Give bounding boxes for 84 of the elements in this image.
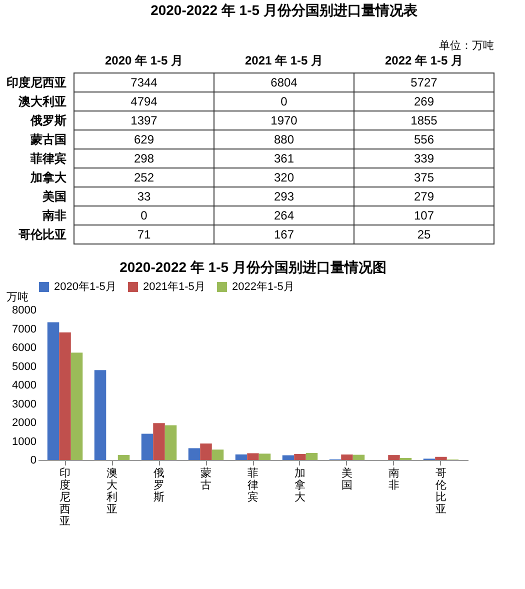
bar [282, 455, 294, 460]
x-tick-label: 哥伦比亚 [435, 468, 446, 516]
y-tick-label: 1000 [12, 436, 36, 448]
legend-label: 2021年1-5月 [143, 281, 206, 293]
y-axis-title: 万吨 [6, 290, 28, 304]
data-label: 629 [134, 132, 154, 146]
data-label: 1970 [270, 114, 298, 128]
chart-title: 2020-2022 年 1-5 月份分国别进口量情况图 [120, 259, 386, 275]
y-tick-label: 7000 [12, 323, 36, 336]
legend-label: 2022年1-5月 [232, 281, 294, 293]
data-label: 361 [274, 152, 294, 166]
y-tick-label: 南非 [42, 208, 66, 222]
y-tick-label: 2000 [12, 417, 36, 429]
data-label: 6804 [270, 76, 298, 90]
bar [294, 454, 306, 460]
bar [352, 454, 365, 460]
data-label: 33 [137, 190, 151, 204]
data-label: 269 [414, 94, 434, 108]
bar [94, 370, 106, 460]
x-tick-label: 2022 年 1-5 月 [384, 54, 464, 68]
bar [141, 434, 154, 460]
bar [164, 425, 177, 460]
bar [306, 452, 318, 460]
y-tick-label: 加拿大 [30, 170, 68, 184]
data-label: 339 [414, 152, 434, 166]
x-tick-label: 菲律宾 [248, 466, 258, 504]
y-tick-label: 哥伦比亚 [18, 228, 66, 242]
x-tick-label: 美国 [341, 466, 352, 492]
data-label: 7344 [130, 76, 158, 90]
bar [435, 456, 447, 460]
bar [118, 454, 130, 460]
data-label: 375 [414, 170, 434, 184]
x-tick-label: 加拿大 [294, 466, 306, 504]
data-label: 279 [414, 190, 434, 204]
y-tick-label: 3000 [12, 398, 36, 410]
data-label: 298 [134, 152, 154, 166]
y-tick-label: 8000 [12, 304, 36, 316]
bar [47, 322, 60, 460]
y-tick-label: 5000 [12, 360, 36, 373]
y-tick-label: 澳大利亚 [18, 94, 66, 108]
data-label: 5727 [410, 76, 438, 90]
data-label: 1855 [410, 114, 438, 128]
bar [247, 453, 259, 460]
x-tick-label: 俄罗斯 [154, 468, 165, 504]
bar [153, 423, 165, 460]
x-tick-label: 2020 年 1-5 月 [104, 54, 184, 68]
bar [70, 352, 83, 460]
bar [212, 450, 224, 460]
bar [258, 454, 271, 460]
x-tick-label: 蒙古 [200, 466, 212, 492]
y-tick-label: 6000 [12, 342, 36, 354]
text: 单位：万吨 [439, 39, 494, 52]
y-tick-label: 0 [30, 454, 36, 466]
data-label: 0 [140, 208, 148, 222]
data-label: 880 [274, 132, 294, 146]
data-label: 167 [274, 228, 294, 242]
data-label: 264 [274, 208, 294, 222]
data-label: 252 [134, 170, 154, 184]
y-tick-label: 蒙古国 [30, 132, 66, 146]
data-label: 25 [417, 228, 431, 242]
data-label: 293 [274, 190, 294, 204]
data-label: 107 [414, 208, 434, 222]
chart-title: 2020-2022 年 1-5 月份分国别进口量情况表 [150, 2, 418, 18]
data-label: 71 [137, 228, 151, 242]
bar [188, 448, 200, 460]
y-tick-label: 4000 [12, 380, 36, 392]
bar [235, 454, 248, 460]
y-tick-label: 俄罗斯 [30, 114, 66, 128]
legend-label: 2020年1-5月 [54, 281, 116, 293]
y-tick-label: 菲律宾 [30, 152, 66, 166]
x-tick-label: 2021 年 1-5 月 [244, 54, 324, 68]
y-tick-label: 美国 [42, 190, 66, 204]
bar [388, 455, 400, 460]
data-label: 1397 [130, 114, 158, 128]
x-tick-label: 南非 [388, 466, 400, 492]
x-tick-label: 澳大利亚 [106, 468, 118, 516]
data-label: 0 [280, 94, 288, 108]
data-label: 320 [274, 170, 294, 184]
data-label: 556 [414, 132, 434, 146]
data-label: 4794 [130, 94, 158, 108]
bar [59, 332, 71, 460]
y-tick-label: 印度尼西亚 [6, 76, 66, 90]
bar [200, 444, 212, 460]
bar [341, 454, 353, 460]
